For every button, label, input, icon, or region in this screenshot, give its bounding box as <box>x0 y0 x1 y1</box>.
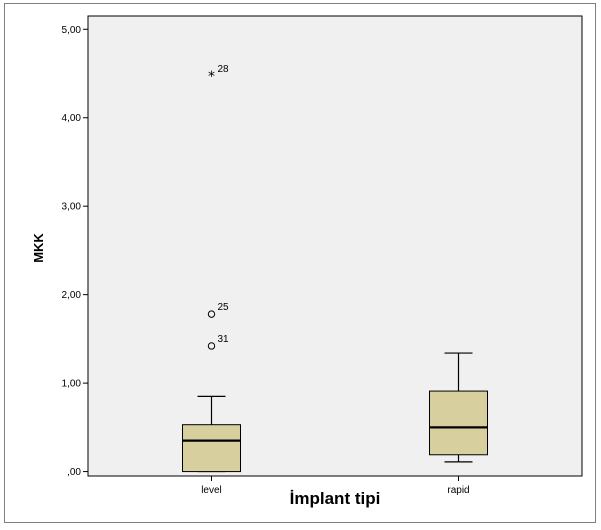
chart-frame: ,00 1,00 2,00 3,00 4,00 5,00 level rapid 31 25 *… <box>4 3 596 523</box>
y-tick-label: 4,00 <box>62 113 82 124</box>
box-plot-chart: ,00 1,00 2,00 3,00 4,00 5,00 level rapid 31 25 *… <box>31 15 583 508</box>
box-iqr <box>182 424 241 473</box>
x-tick-label: rapid <box>447 485 469 496</box>
box-iqr <box>429 390 488 456</box>
x-axis-ticks: level rapid <box>201 476 470 496</box>
boxes: 31 25 * 28 <box>182 64 488 473</box>
outlier-circle-marker <box>207 342 216 350</box>
plot-area <box>87 15 583 477</box>
outlier-label: 25 <box>218 302 230 313</box>
x-tick-label: level <box>201 485 222 496</box>
x-axis-title: İmplant tipi <box>290 489 381 508</box>
outlier-label: 28 <box>218 64 230 75</box>
outlier-label: 31 <box>218 334 230 345</box>
y-tick-label: 2,00 <box>62 290 82 301</box>
box-level: 31 25 * 28 <box>182 64 241 473</box>
y-axis-ticks: ,00 1,00 2,00 3,00 4,00 5,00 <box>62 25 88 478</box>
box-rapid <box>429 352 488 463</box>
y-tick-label: ,00 <box>67 467 81 478</box>
y-tick-label: 3,00 <box>62 202 82 213</box>
y-tick-label: 1,00 <box>62 379 82 390</box>
outlier-circle-marker <box>207 310 216 318</box>
outlier-star-marker: * <box>208 69 215 85</box>
y-tick-label: 5,00 <box>62 25 82 36</box>
y-axis-title: MKK <box>31 233 46 263</box>
